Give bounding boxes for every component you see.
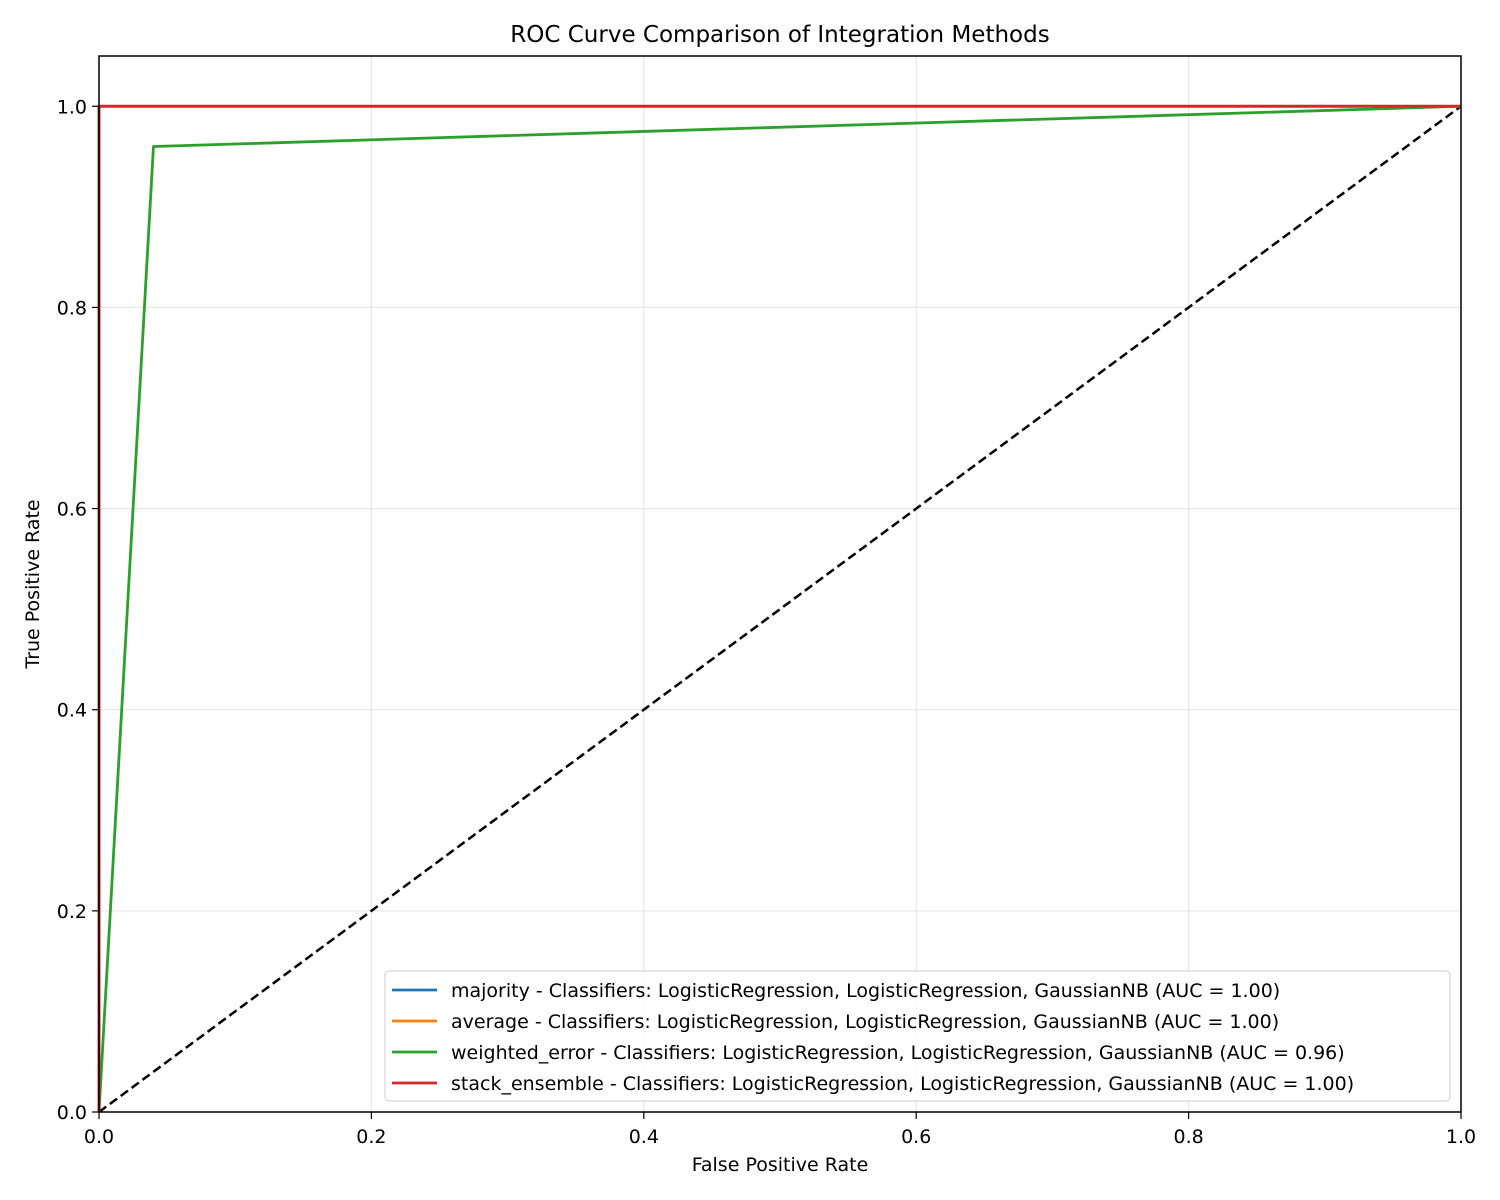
x-axis-ticks: 0.0 0.2 0.4 0.6 0.8 1.0	[84, 1112, 1476, 1148]
y-axis-ticks: 0.0 0.2 0.4 0.6 0.8 1.0	[57, 96, 99, 1124]
x-tick-label-3: 0.6	[901, 1126, 931, 1148]
x-tick-label-4: 0.8	[1173, 1126, 1203, 1148]
legend: majority - Classifiers: LogisticRegressi…	[384, 970, 1451, 1102]
x-tick-label-0: 0.0	[84, 1126, 114, 1148]
legend-entry-1: average - Classifiers: LogisticRegressio…	[451, 1011, 1279, 1033]
y-tick-label-3: 0.6	[57, 499, 87, 521]
series-line-2	[97, 104, 1462, 1113]
x-tick-label-5: 1.0	[1446, 1126, 1476, 1148]
legend-box	[384, 970, 1451, 1102]
legend-entry-2: weighted_error - Classifiers: LogisticRe…	[451, 1042, 1345, 1064]
y-axis-label: True Positive Rate	[22, 499, 44, 669]
y-tick-label-1: 0.2	[57, 901, 87, 923]
legend-entry-0: majority - Classifiers: LogisticRegressi…	[451, 980, 1280, 1002]
chart-title: ROC Curve Comparison of Integration Meth…	[510, 22, 1049, 48]
y-tick-label-0: 0.0	[57, 1102, 87, 1124]
chance-reference-line	[98, 105, 1462, 1114]
reference-line-layer	[98, 105, 1462, 1114]
x-tick-label-2: 0.4	[629, 1126, 659, 1148]
legend-entry-3: stack_ensemble - Classifiers: LogisticRe…	[451, 1073, 1354, 1095]
x-tick-label-1: 0.2	[356, 1126, 386, 1148]
y-tick-label-2: 0.4	[57, 700, 87, 722]
y-tick-label-5: 1.0	[57, 96, 87, 118]
plot-frame	[98, 55, 1462, 1113]
grid	[98, 56, 1462, 1113]
x-axis-label: False Positive Rate	[692, 1154, 869, 1176]
y-tick-label-4: 0.8	[57, 297, 87, 319]
